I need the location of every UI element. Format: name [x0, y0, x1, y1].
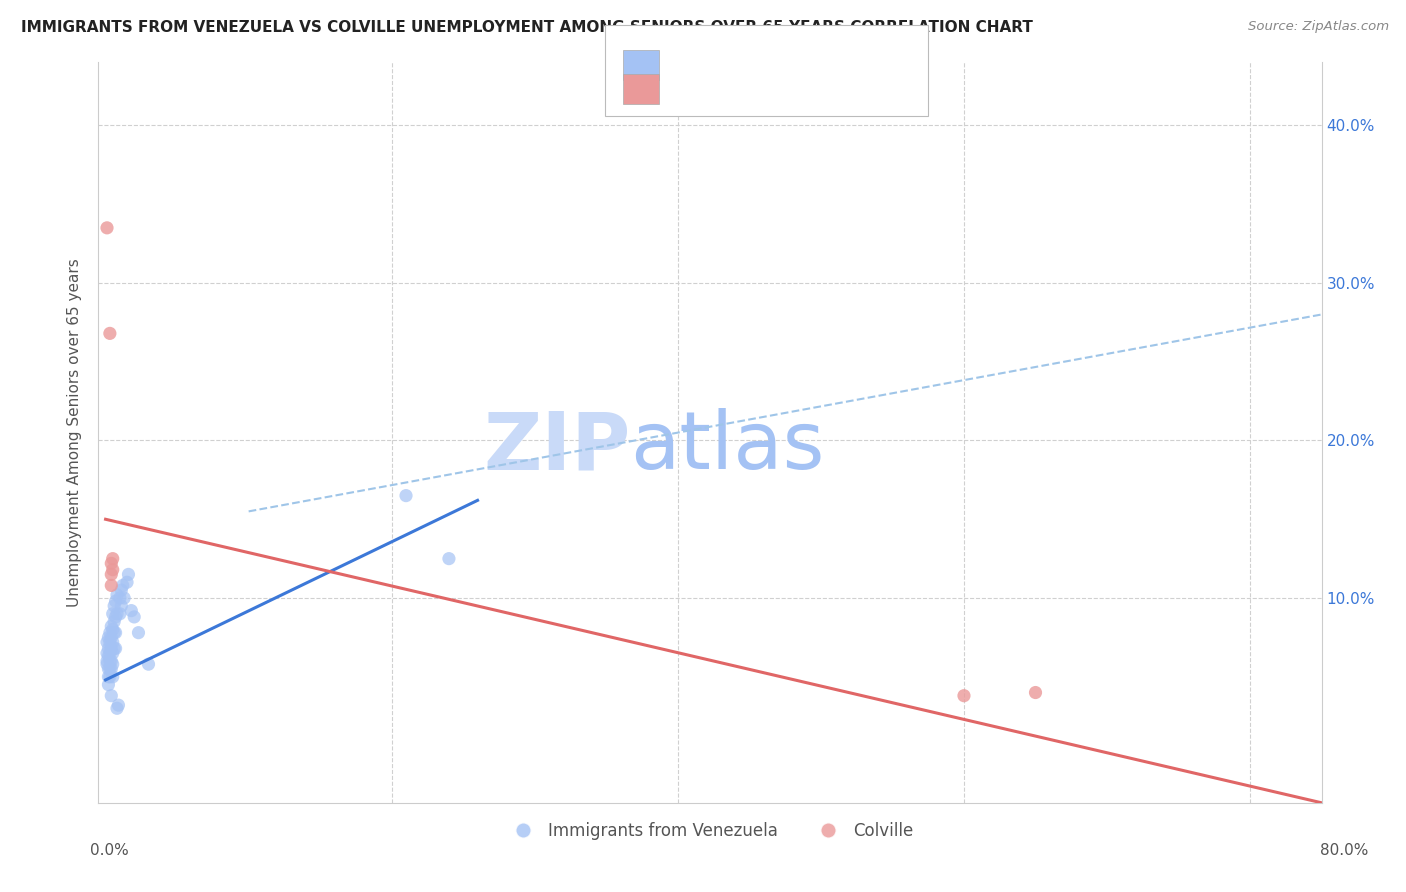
Point: [111, 578, 134, 592]
Point: [101, 657, 124, 672]
Point: [96, 220, 118, 235]
Point: [437, 551, 460, 566]
Point: [103, 615, 125, 629]
Point: [122, 610, 145, 624]
Point: [100, 641, 122, 656]
Point: [120, 604, 142, 618]
Point: [96, 657, 118, 672]
Point: [100, 689, 122, 703]
Point: [98, 635, 121, 649]
Point: [108, 607, 131, 621]
Point: [101, 551, 124, 566]
Legend: Immigrants from Venezuela, Colville: Immigrants from Venezuela, Colville: [501, 815, 920, 847]
Point: [100, 654, 122, 668]
Point: [100, 578, 122, 592]
Point: [97, 641, 120, 656]
Point: [96, 635, 118, 649]
Point: [138, 657, 160, 672]
Text: IMMIGRANTS FROM VENEZUELA VS COLVILLE UNEMPLOYMENT AMONG SENIORS OVER 65 YEARS C: IMMIGRANTS FROM VENEZUELA VS COLVILLE UN…: [21, 20, 1033, 35]
Point: [115, 575, 138, 590]
Point: [117, 567, 139, 582]
Point: [98, 326, 121, 341]
Point: [1024, 685, 1046, 699]
Point: [395, 489, 418, 503]
Point: [101, 670, 124, 684]
Point: [103, 625, 125, 640]
Point: [96, 646, 118, 660]
Point: [107, 698, 129, 713]
Point: [101, 607, 124, 621]
Point: [104, 641, 127, 656]
Point: [97, 631, 120, 645]
Point: [100, 631, 122, 645]
Point: [110, 583, 132, 598]
Point: [97, 678, 120, 692]
Text: 80.0%: 80.0%: [1320, 843, 1368, 858]
Point: [104, 625, 127, 640]
Point: [110, 599, 132, 613]
Point: [98, 646, 121, 660]
Text: R = -0.429   N =  9: R = -0.429 N = 9: [665, 80, 845, 98]
Point: [101, 635, 124, 649]
Point: [98, 662, 121, 676]
Text: ZIP: ZIP: [484, 409, 630, 486]
Point: [97, 649, 120, 664]
Point: [108, 591, 131, 605]
Point: [97, 662, 120, 676]
Point: [105, 701, 128, 715]
Point: [105, 588, 128, 602]
Point: [98, 654, 121, 668]
Text: atlas: atlas: [630, 409, 825, 486]
Point: [104, 610, 127, 624]
Point: [98, 625, 121, 640]
Point: [105, 607, 128, 621]
Point: [98, 670, 121, 684]
Point: [127, 625, 149, 640]
Point: [100, 662, 122, 676]
Point: [101, 563, 124, 577]
Point: [103, 599, 125, 613]
Point: [112, 591, 135, 605]
Text: Source: ZipAtlas.com: Source: ZipAtlas.com: [1249, 20, 1389, 33]
Point: [100, 567, 122, 582]
Point: [101, 646, 124, 660]
Point: [97, 670, 120, 684]
Point: [96, 654, 118, 668]
Text: 0.0%: 0.0%: [90, 843, 129, 858]
Text: R =  0.394   N = 54: R = 0.394 N = 54: [665, 56, 849, 74]
Point: [953, 689, 976, 703]
Point: [100, 557, 122, 571]
Point: [103, 641, 125, 656]
Point: [101, 623, 124, 637]
Point: [100, 619, 122, 633]
Y-axis label: Unemployment Among Seniors over 65 years: Unemployment Among Seniors over 65 years: [67, 259, 83, 607]
Point: [104, 594, 127, 608]
